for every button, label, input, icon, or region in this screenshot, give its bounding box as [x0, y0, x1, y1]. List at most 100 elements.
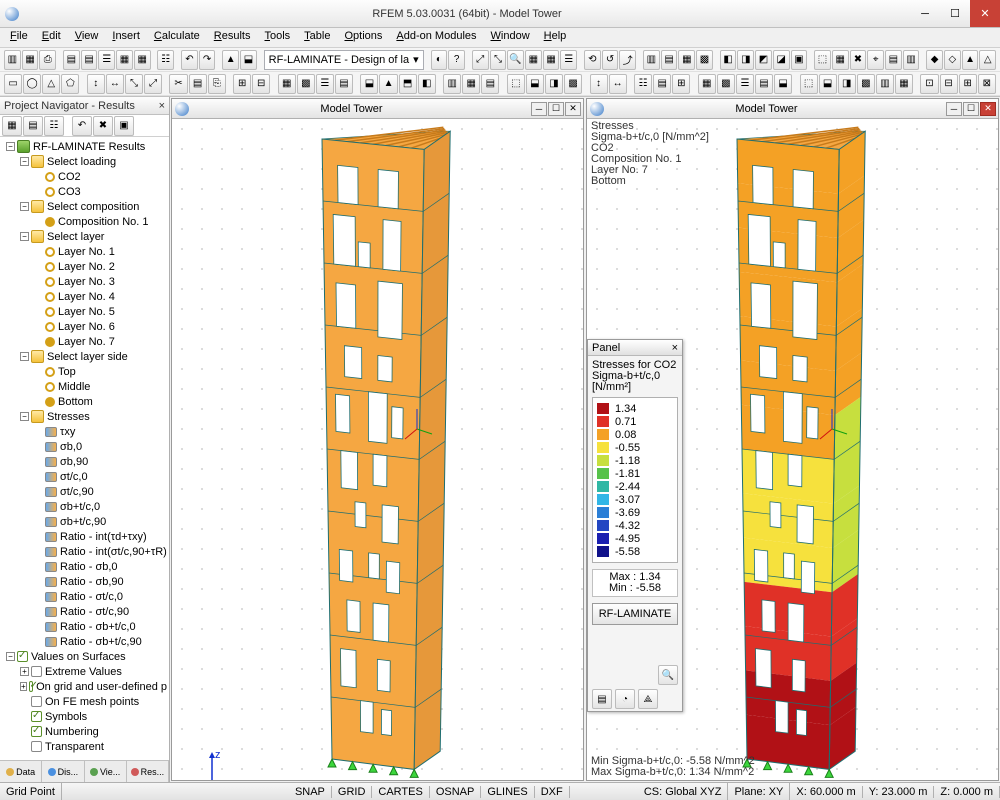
menu-file[interactable]: File [4, 28, 34, 47]
tree-item[interactable]: σb,90 [2, 454, 167, 469]
toolbar-button[interactable]: ⤢ [472, 50, 489, 70]
toolbar-button[interactable]: ☰ [736, 74, 754, 94]
tree-item[interactable]: −Values on Surfaces [2, 649, 167, 664]
tree-item[interactable]: −Stresses [2, 409, 167, 424]
toolbar-button[interactable]: ▦ [462, 74, 480, 94]
menu-help[interactable]: Help [538, 28, 573, 47]
panel-tool-icon[interactable]: ⟁ [638, 689, 658, 709]
toolbar-button[interactable]: ◐ [431, 50, 448, 70]
minimize-button[interactable]: ─ [910, 0, 940, 27]
toolbar-button[interactable]: ▦ [698, 74, 716, 94]
toolbar-button[interactable]: ◪ [773, 50, 790, 70]
nav-tb-btn[interactable]: ▦ [2, 116, 22, 136]
toolbar-button[interactable]: ☷ [634, 74, 652, 94]
nav-tb-btn[interactable]: ✖ [93, 116, 113, 136]
tree-item[interactable]: Layer No. 4 [2, 289, 167, 304]
status-toggle[interactable]: SNAP [289, 786, 332, 798]
toolbar-button[interactable]: ⊠ [978, 74, 996, 94]
toolbar-button[interactable]: ⊡ [920, 74, 938, 94]
toolbar-button[interactable]: ▥ [903, 50, 920, 70]
tree-item[interactable]: −RF-LAMINATE Results [2, 139, 167, 154]
toolbar-combo[interactable]: RF-LAMINATE - Design of la▾ [264, 50, 424, 70]
toolbar-button[interactable]: ▩ [717, 74, 735, 94]
tree-item[interactable]: σt/c,90 [2, 484, 167, 499]
toolbar-button[interactable]: ▦ [678, 50, 695, 70]
nav-tb-btn[interactable]: ↶ [72, 116, 92, 136]
toolbar-button[interactable]: ⤡ [125, 74, 143, 94]
toolbar-button[interactable]: ⎘ [208, 74, 226, 94]
toolbar-button[interactable]: ⤢ [144, 74, 162, 94]
toolbar-button[interactable]: ◩ [755, 50, 772, 70]
status-toggle[interactable]: OSNAP [430, 786, 482, 798]
tree-item[interactable]: On FE mesh points [2, 694, 167, 709]
tree-item[interactable]: Symbols [2, 709, 167, 724]
toolbar-button[interactable]: ▤ [81, 50, 98, 70]
vp-maximize-button[interactable]: ☐ [548, 102, 564, 116]
viewport-canvas-right[interactable]: StressesSigma-b+t/c,0 [N/mm^2]CO2Composi… [587, 119, 998, 780]
toolbar-button[interactable]: ◨ [838, 74, 856, 94]
toolbar-button[interactable]: ⬓ [240, 50, 257, 70]
toolbar-button[interactable]: ↺ [602, 50, 619, 70]
toolbar-button[interactable]: ▥ [443, 74, 461, 94]
toolbar-button[interactable]: ▲ [962, 50, 979, 70]
nav-tab[interactable]: Res... [127, 761, 169, 782]
menu-edit[interactable]: Edit [36, 28, 67, 47]
menu-view[interactable]: View [69, 28, 105, 47]
toolbar-button[interactable]: ↕ [87, 74, 105, 94]
panel-zoom-icon[interactable]: 🔍 [658, 665, 678, 685]
toolbar-button[interactable]: ↔ [609, 74, 627, 94]
menu-tools[interactable]: Tools [258, 28, 296, 47]
toolbar-button[interactable]: ▤ [755, 74, 773, 94]
toolbar-button[interactable]: ⊞ [959, 74, 977, 94]
toolbar-button[interactable]: ▤ [885, 50, 902, 70]
toolbar-button[interactable]: ⬚ [814, 50, 831, 70]
tree-item[interactable]: σb,0 [2, 439, 167, 454]
panel-close-icon[interactable]: × [672, 342, 678, 354]
tree-item[interactable]: σt/c,0 [2, 469, 167, 484]
nav-tb-btn[interactable]: ▤ [23, 116, 43, 136]
toolbar-button[interactable]: ▣ [791, 50, 808, 70]
vp-close-button[interactable]: ✕ [980, 102, 996, 116]
tree-item[interactable]: −Select layer side [2, 349, 167, 364]
toolbar-button[interactable]: △ [42, 74, 60, 94]
toolbar-button[interactable]: 🔍 [507, 50, 524, 70]
tree-item[interactable]: Layer No. 2 [2, 259, 167, 274]
toolbar-button[interactable]: ▦ [832, 50, 849, 70]
panel-tool-icon[interactable]: ◔ [615, 689, 635, 709]
toolbar-button[interactable]: ↷ [199, 50, 216, 70]
toolbar-button[interactable]: ✖ [850, 50, 867, 70]
status-toggle[interactable]: GLINES [481, 786, 534, 798]
toolbar-button[interactable]: ◆ [926, 50, 943, 70]
toolbar-button[interactable]: ▤ [661, 50, 678, 70]
toolbar-button[interactable]: ▦ [278, 74, 296, 94]
toolbar-button[interactable]: ▤ [653, 74, 671, 94]
tree-item[interactable]: −Select composition [2, 199, 167, 214]
toolbar-button[interactable]: ▤ [63, 50, 80, 70]
toolbar-button[interactable]: ▦ [116, 50, 133, 70]
toolbar-button[interactable]: ▩ [857, 74, 875, 94]
toolbar-button[interactable]: ▥ [4, 50, 21, 70]
toolbar-button[interactable]: ⊞ [672, 74, 690, 94]
nav-tb-btn[interactable]: ▣ [114, 116, 134, 136]
menu-table[interactable]: Table [298, 28, 336, 47]
toolbar-button[interactable]: ▦ [525, 50, 542, 70]
toolbar-button[interactable]: ⬠ [61, 74, 79, 94]
navigator-close-icon[interactable]: × [159, 100, 165, 112]
toolbar-button[interactable]: ⬚ [507, 74, 525, 94]
toolbar-button[interactable]: ▩ [696, 50, 713, 70]
tree-item[interactable]: −Select layer [2, 229, 167, 244]
menu-window[interactable]: Window [485, 28, 536, 47]
toolbar-button[interactable]: ✂ [169, 74, 187, 94]
color-scale-panel[interactable]: Panel × Stresses for CO2 Sigma-b+t/c,0 [… [587, 339, 683, 712]
toolbar-button[interactable]: △ [979, 50, 996, 70]
menu-results[interactable]: Results [208, 28, 257, 47]
tree-item[interactable]: Transparent [2, 739, 167, 754]
menu-calculate[interactable]: Calculate [148, 28, 206, 47]
toolbar-button[interactable]: ⌖ [867, 50, 884, 70]
toolbar-button[interactable]: ☷ [157, 50, 174, 70]
menu-add-on modules[interactable]: Add-on Modules [390, 28, 482, 47]
toolbar-button[interactable]: ▦ [134, 50, 151, 70]
toolbar-button[interactable]: ◨ [737, 50, 754, 70]
toolbar-button[interactable]: ⬒ [399, 74, 417, 94]
toolbar-button[interactable]: ▲ [379, 74, 397, 94]
